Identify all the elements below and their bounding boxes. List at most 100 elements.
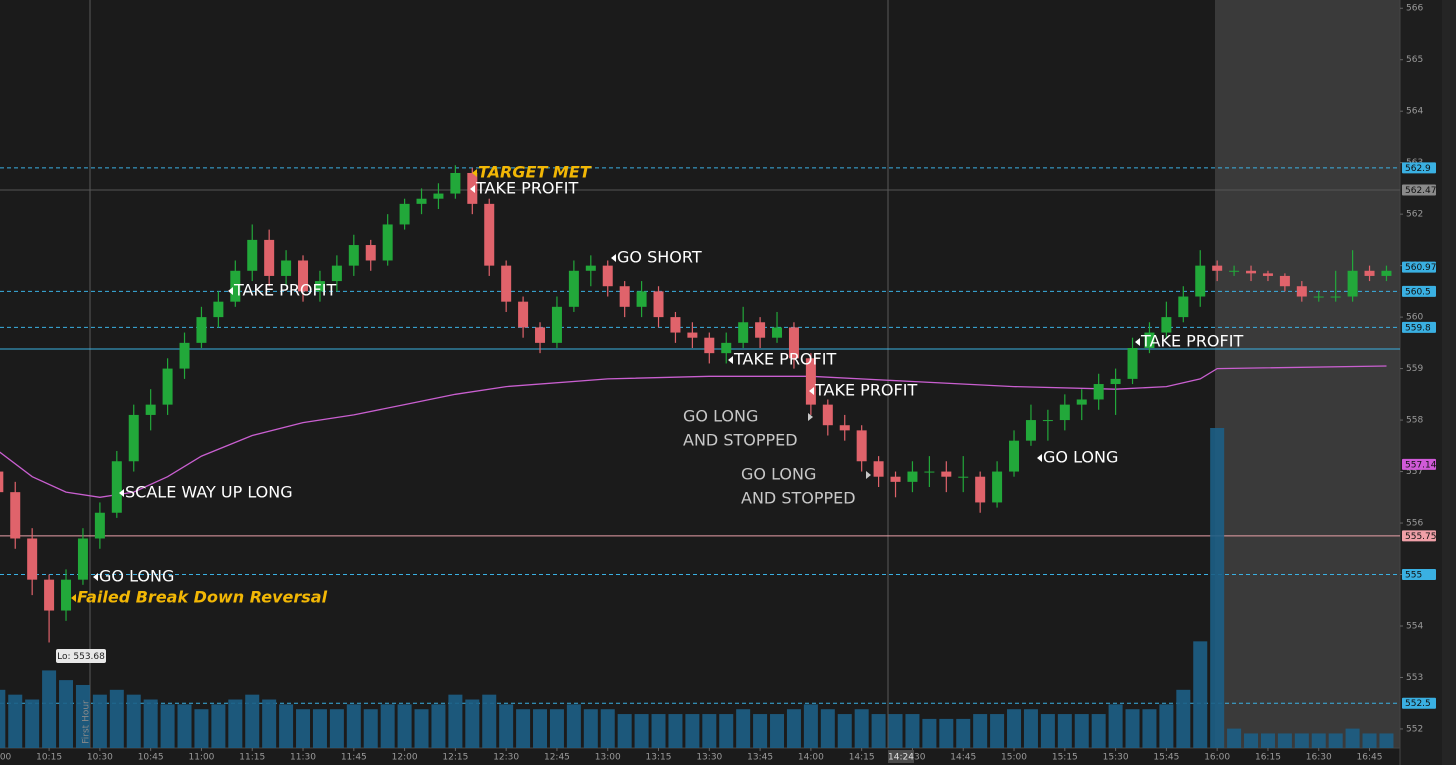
candle-body: [1279, 275, 1290, 287]
volume-bar: [871, 714, 886, 748]
y-tick-label: 562: [1406, 210, 1423, 220]
x-tick-label: 16:45: [1357, 753, 1383, 763]
y-tick-label: 566: [1406, 4, 1423, 14]
candle-body: [1144, 332, 1155, 349]
price-marker-label: 560.97: [1405, 263, 1437, 273]
volume-bar: [617, 714, 632, 748]
annotation-pointer: [728, 356, 733, 364]
price-marker-box: [1402, 458, 1436, 470]
candle-body: [1347, 270, 1358, 297]
candle-body: [331, 265, 342, 282]
volume-bar: [1091, 714, 1106, 748]
volume-bar: [956, 718, 971, 748]
x-tick-label: 16:15: [1255, 753, 1281, 763]
x-tick-label: 15:00: [1001, 753, 1027, 763]
volume-bar: [296, 709, 311, 748]
candle-body: [941, 471, 952, 477]
candle-body: [1296, 286, 1307, 297]
x-tick-label: 13:45: [747, 753, 773, 763]
candle-body: [1076, 399, 1087, 405]
candle-body: [907, 471, 918, 482]
annotation-pointer: [228, 287, 233, 295]
candle-body: [365, 245, 376, 261]
volume-bar: [1176, 689, 1191, 748]
candle-body: [1381, 270, 1392, 276]
volume-bar: [228, 699, 243, 748]
volume-bar: [279, 704, 294, 748]
candle-body: [1161, 317, 1172, 333]
candle-body: [788, 327, 799, 359]
y-tick-label: 558: [1406, 416, 1423, 426]
candle-body: [230, 270, 241, 302]
volume-bar: [533, 709, 548, 748]
candle-body: [636, 291, 647, 307]
candle-body: [77, 538, 88, 580]
y-tick-label: 557: [1406, 467, 1423, 477]
candle-body: [281, 260, 292, 276]
candle-body: [61, 579, 72, 611]
volume-bar: [126, 694, 141, 748]
x-tick-label: 16:30: [1306, 753, 1332, 763]
volume-bar: [211, 704, 226, 748]
volume-bar: [109, 689, 124, 748]
candle-body: [94, 512, 105, 539]
x-tick-label: 11:00: [188, 753, 214, 763]
annotation-text: GO LONG: [1043, 448, 1118, 467]
candle-body: [1009, 440, 1020, 472]
price-marker-label: 560.5: [1405, 287, 1431, 297]
price-marker-box: [1402, 184, 1436, 196]
candle-body: [162, 368, 173, 405]
volume-bar: [1125, 709, 1140, 748]
x-tick-label: 14:45: [950, 753, 976, 763]
session-label: First Hour: [82, 700, 92, 744]
candle-body: [1246, 270, 1257, 274]
candle-body: [1313, 296, 1324, 298]
volume-bar: [854, 709, 869, 748]
candle-body: [1127, 348, 1138, 379]
volume-bar: [651, 714, 666, 748]
volume-bar: [431, 704, 446, 748]
volume-bar: [397, 704, 412, 748]
x-tick-label: 13:15: [646, 753, 672, 763]
candle-body: [247, 239, 258, 271]
volume-bar: [25, 699, 40, 748]
y-tick-label: 564: [1406, 107, 1423, 117]
volume-bar: [1311, 733, 1326, 748]
candle-body: [1110, 378, 1121, 385]
x-tick-label: 16:00: [1204, 753, 1230, 763]
candle-body: [653, 291, 664, 318]
x-tick-label: 12:15: [442, 753, 468, 763]
volume-bar: [668, 714, 683, 748]
volume-bar: [820, 709, 835, 748]
price-marker-box: [1402, 321, 1436, 333]
annotation-pointer: [611, 254, 616, 262]
annotation-pointer: [71, 594, 76, 602]
volume-bar: [465, 699, 480, 748]
volume-bar: [448, 694, 463, 748]
candle-body: [687, 332, 698, 338]
candle-body: [568, 270, 579, 307]
candle-body: [1364, 270, 1375, 276]
candle-body: [111, 461, 122, 513]
annotation-text: TARGET MET: [478, 163, 592, 182]
annotation-text: Failed Break Down Reversal: [77, 588, 328, 607]
annotation-text: TAKE PROFIT: [1140, 332, 1243, 351]
candle-body: [670, 317, 681, 333]
volume-bar: [143, 699, 158, 748]
volume-bar: [1108, 704, 1123, 748]
annotation-text: AND STOPPED: [741, 489, 856, 508]
candle-body: [1178, 296, 1189, 318]
candle-body: [975, 476, 986, 503]
candle-body: [314, 281, 325, 292]
price-marker-box: [1402, 261, 1436, 273]
volume-bar: [482, 694, 497, 748]
candle-body: [1229, 270, 1240, 272]
after-hours-shade: [1215, 0, 1400, 748]
volume-bar: [1294, 733, 1309, 748]
volume-bar: [262, 699, 277, 748]
candle-body: [382, 224, 393, 261]
volume-bar: [634, 714, 649, 748]
candle-body: [27, 538, 38, 580]
volume-bar: [346, 704, 361, 748]
